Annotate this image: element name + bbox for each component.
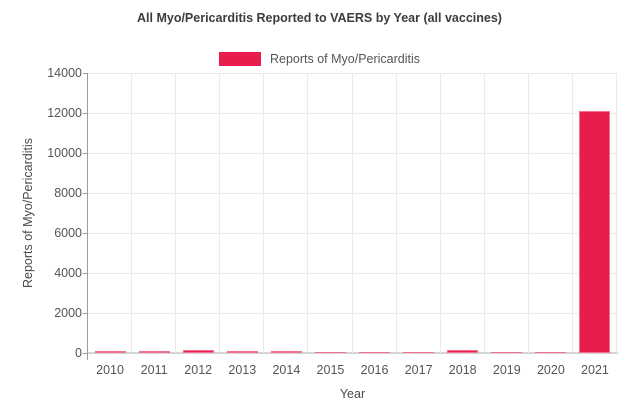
v-gridline-5	[307, 73, 309, 353]
bar-2013	[226, 350, 258, 353]
bar-2021	[579, 111, 611, 353]
v-gridline-8	[439, 73, 441, 353]
v-gridline-12	[616, 73, 617, 353]
v-gridline-6	[351, 73, 353, 353]
h-gridline-2000	[88, 313, 617, 314]
v-gridline-4	[263, 73, 265, 353]
v-gridline-7	[395, 73, 397, 353]
y-tick-label-2000: 2000	[54, 305, 82, 320]
y-tick-label-10000: 10000	[47, 145, 82, 160]
x-tick-label-2010: 2010	[96, 363, 124, 377]
bar-2015	[314, 352, 346, 353]
y-tick-label-8000: 8000	[54, 185, 82, 200]
y-tick-mark-10000	[83, 153, 88, 154]
bar-2019	[491, 351, 523, 353]
h-gridline-12000	[88, 113, 617, 114]
chart-title: All Myo/Pericarditis Reported to VAERS b…	[137, 11, 502, 25]
x-axis-line	[88, 352, 618, 354]
x-tick-label-2020: 2020	[536, 363, 565, 377]
x-axis-title: Year	[339, 387, 366, 401]
bar-2017	[403, 351, 435, 353]
x-tick-label-2012: 2012	[184, 363, 213, 377]
h-gridline-6000	[88, 233, 617, 234]
x-tick-label-2018: 2018	[448, 363, 477, 377]
y-tick-label-6000: 6000	[54, 225, 82, 240]
bar-2010	[94, 351, 126, 353]
x-tick-label-2019: 2019	[492, 363, 521, 377]
x-tick-label-2021: 2021	[581, 363, 609, 377]
x-tick-label-2015: 2015	[316, 363, 345, 377]
v-gridline-2	[175, 73, 177, 353]
h-gridline-4000	[88, 273, 617, 274]
x-tick-label-2014: 2014	[272, 363, 301, 377]
bar-2011	[138, 351, 170, 353]
v-gridline-10	[527, 73, 529, 353]
x-tick-label-2016: 2016	[360, 363, 389, 377]
y-tick-mark-8000	[83, 193, 88, 194]
x-tick-label-2013: 2013	[228, 363, 257, 377]
x-tick-label-2017: 2017	[404, 363, 433, 377]
bar-2014	[270, 351, 302, 353]
v-gridline-1	[131, 73, 133, 353]
plot-area	[87, 73, 618, 360]
y-tick-mark-2000	[83, 313, 88, 314]
y-tick-label-0: 0	[75, 345, 82, 360]
y-axis-title: Reports of Myo/Pericarditis	[21, 137, 35, 289]
y-tick-mark-0	[83, 353, 88, 354]
y-axis-line	[87, 73, 88, 360]
y-tick-mark-6000	[83, 233, 88, 234]
legend-swatch	[218, 52, 261, 66]
v-gridline-9	[483, 73, 485, 353]
bar-2016	[359, 351, 391, 353]
x-tick-label-2011: 2011	[140, 363, 168, 377]
h-gridline-14000	[88, 73, 617, 74]
legend-label: Reports of Myo/Pericarditis	[269, 52, 421, 66]
bar-2012	[182, 350, 214, 353]
y-tick-mark-12000	[83, 113, 88, 114]
y-tick-mark-4000	[83, 273, 88, 274]
y-tick-label-14000: 14000	[47, 65, 82, 80]
y-tick-label-4000: 4000	[54, 265, 82, 280]
h-gridline-8000	[88, 193, 617, 194]
bar-2018	[447, 350, 479, 353]
h-gridline-10000	[88, 153, 617, 154]
y-tick-label-12000: 12000	[47, 105, 82, 120]
y-tick-mark-14000	[83, 73, 88, 74]
bar-2020	[535, 351, 567, 353]
v-gridline-11	[571, 73, 573, 353]
legend: Reports of Myo/Pericarditis	[0, 52, 639, 66]
v-gridline-3	[219, 73, 221, 353]
